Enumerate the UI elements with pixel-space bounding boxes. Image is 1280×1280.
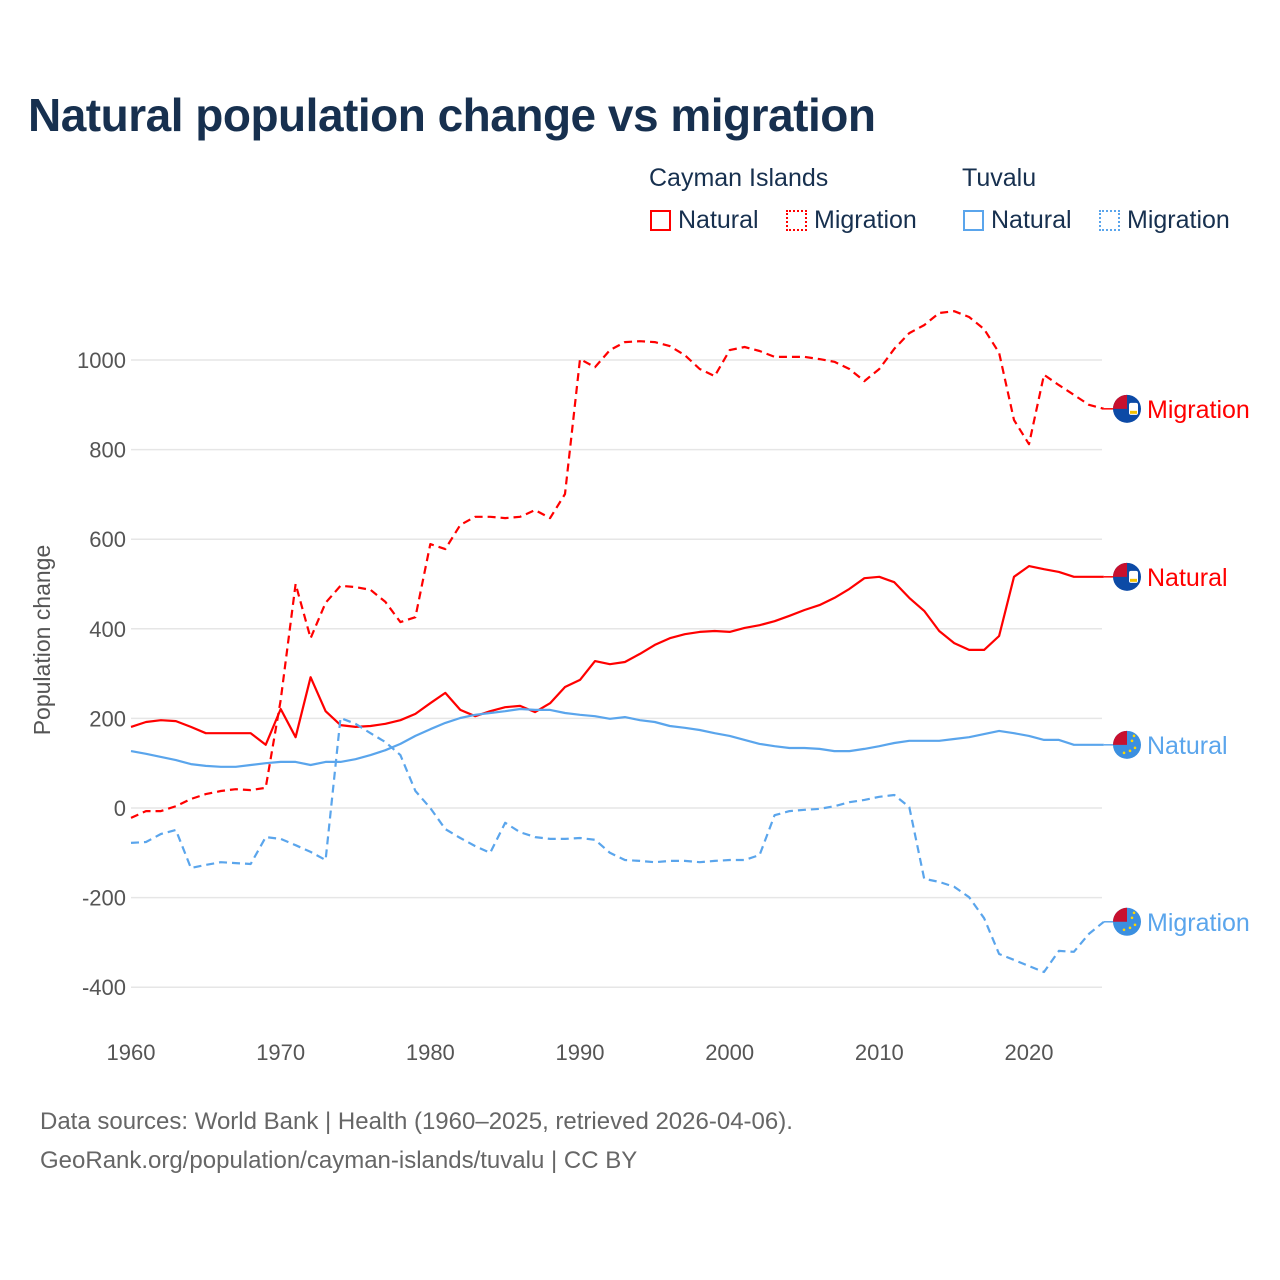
flag-star [1132, 734, 1136, 738]
legend-tuvalu-natural[interactable]: Natural [963, 206, 1072, 235]
y-tick-label: 0 [114, 796, 126, 821]
legend-swatch-solid [650, 210, 671, 231]
tuvalu-flag-icon [1113, 907, 1141, 936]
flag-crest-gold [1130, 410, 1137, 414]
x-tick-label: 1990 [556, 1040, 605, 1065]
source-line-1: Data sources: World Bank | Health (1960–… [40, 1108, 793, 1135]
legend-cayman-migration[interactable]: Migration [786, 206, 917, 235]
series-line-tuvalu-migration [130, 716, 1105, 974]
flag-canton [1113, 907, 1127, 922]
series-line-cayman-islands-migration [130, 310, 1105, 819]
legend-cayman-natural[interactable]: Natural [650, 206, 759, 235]
x-tick-label: 1970 [256, 1040, 305, 1065]
flag-star [1132, 911, 1136, 915]
flag-star [1122, 928, 1126, 932]
y-tick-label: -200 [82, 886, 126, 911]
legend-swatch-dotted [786, 210, 807, 231]
series-line-tuvalu-natural [130, 707, 1104, 768]
flag-star [1130, 739, 1134, 743]
end-label: Natural [1147, 732, 1228, 760]
legend-label: Natural [678, 206, 759, 234]
flag-star [1122, 751, 1126, 755]
legend-tuvalu-migration[interactable]: Migration [1099, 206, 1230, 235]
y-tick-label: 800 [89, 438, 126, 463]
y-tick-label: 600 [89, 527, 126, 552]
cayman-flag-icon [1113, 394, 1141, 423]
flag-star [1128, 749, 1132, 753]
end-labels: Migration Natural Natural Migration [1103, 394, 1250, 937]
legend-swatch-dotted [1099, 210, 1120, 231]
source-line-2[interactable]: GeoRank.org/population/cayman-islands/tu… [40, 1147, 638, 1174]
tuvalu-flag-icon [1113, 730, 1141, 759]
legend-label: Migration [1127, 206, 1230, 234]
x-tick-label: 1980 [406, 1040, 455, 1065]
x-tick-label: 2020 [1005, 1040, 1054, 1065]
cayman-flag-icon [1113, 562, 1141, 591]
flag-canton [1113, 394, 1127, 409]
y-axis-label: Population change [29, 545, 55, 736]
y-tick-label: 400 [89, 617, 126, 642]
end-label: Natural [1147, 564, 1228, 592]
flag-star [1133, 923, 1137, 927]
y-tick-label: 1000 [77, 348, 126, 373]
legend-label: Migration [814, 206, 917, 234]
flag-crest-gold [1130, 578, 1137, 582]
legend-group-cayman: Cayman Islands [649, 164, 829, 192]
x-tick-label: 1960 [107, 1040, 156, 1065]
legend-group-tuvalu: Tuvalu [962, 164, 1037, 192]
y-tick-label: -400 [82, 975, 126, 1000]
flag-star [1130, 916, 1134, 920]
series-lines [130, 310, 1105, 974]
end-label: Migration [1147, 396, 1250, 424]
x-tick-label: 2010 [855, 1040, 904, 1065]
flag-canton [1113, 562, 1127, 577]
flag-star [1128, 926, 1132, 930]
flag-canton [1113, 730, 1127, 745]
chart-title: Natural population change vs migration [28, 89, 876, 141]
x-tick-label: 2000 [705, 1040, 754, 1065]
grid [131, 359, 1102, 988]
y-tick-label: 200 [89, 706, 126, 731]
legend-label: Natural [991, 206, 1072, 234]
series-line-cayman-islands-natural [130, 564, 1104, 746]
flag-star [1133, 746, 1137, 750]
end-label: Migration [1147, 909, 1250, 937]
axes: -400 -200 0 200 400 600 800 1000 1960 1970 1980 199… [77, 348, 1053, 1065]
legend-swatch-solid [963, 210, 984, 231]
